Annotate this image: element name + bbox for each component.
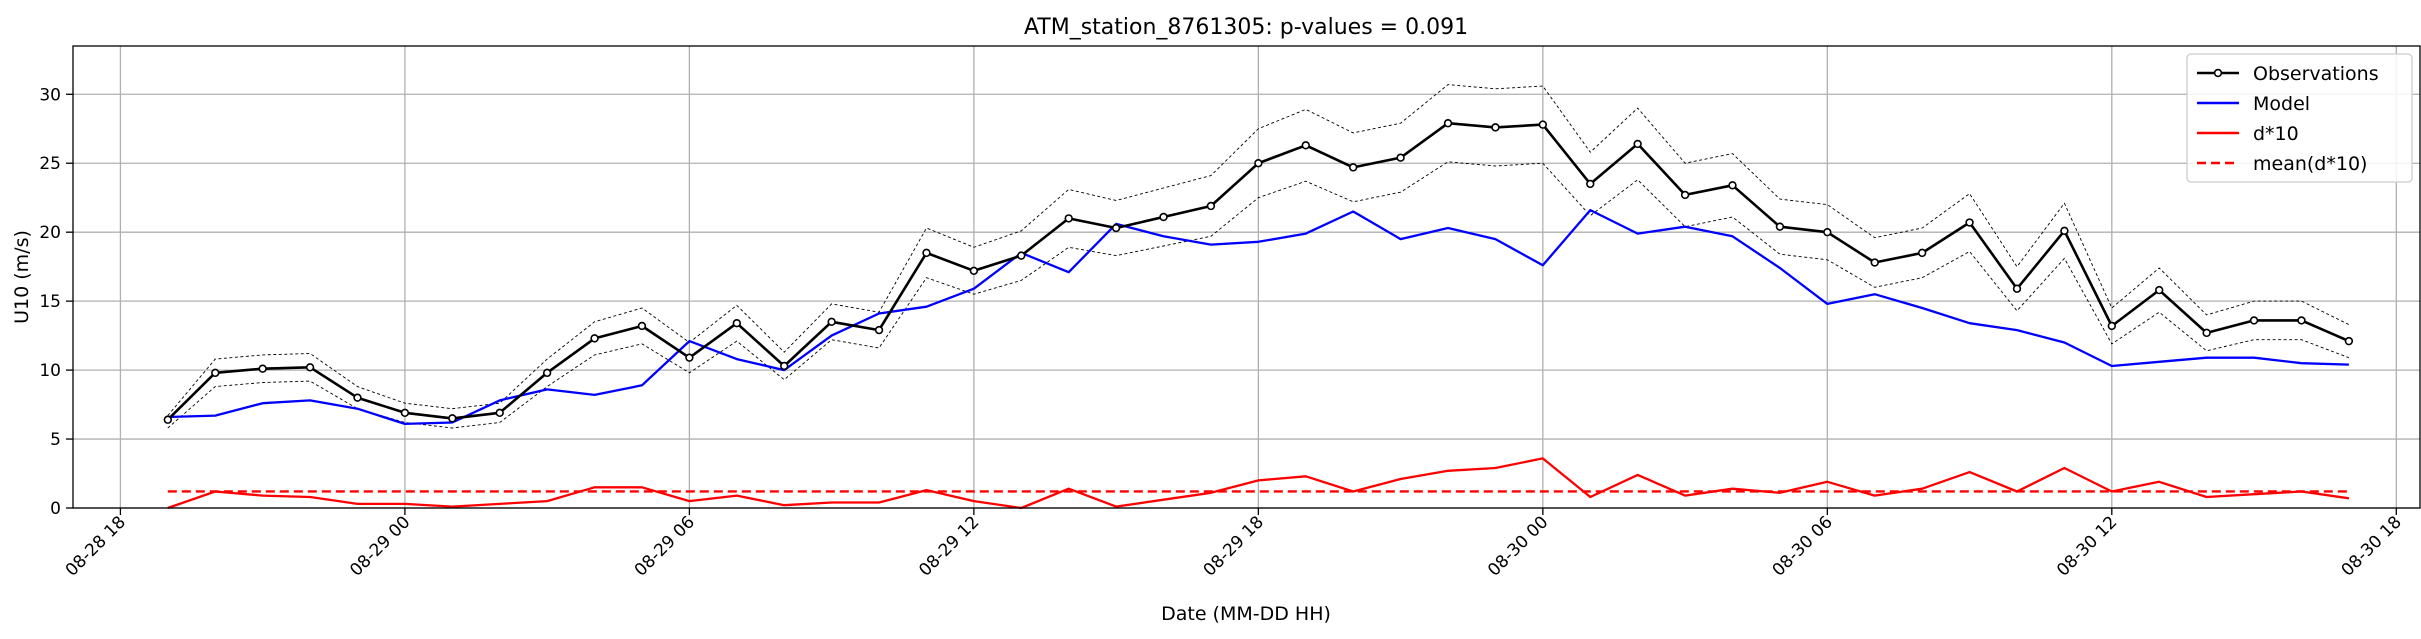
observation-point <box>2249 316 2259 325</box>
observation-point <box>1538 120 1548 129</box>
observation-point <box>1823 227 1832 237</box>
observation-point <box>2297 316 2306 325</box>
upper-envelope-line <box>167 84 2350 416</box>
observation-point <box>305 363 315 372</box>
observation-point <box>827 317 836 327</box>
observation-point <box>2107 321 2117 331</box>
observation-point <box>685 353 694 362</box>
observation-point <box>1159 212 1168 222</box>
observation-point <box>2344 336 2354 346</box>
observation-point <box>1728 181 1737 190</box>
y-tick-label: 25 <box>39 154 61 174</box>
legend-model-label: Model <box>2253 93 2310 115</box>
observation-point <box>1348 163 1358 172</box>
observation-point <box>1586 179 1595 189</box>
observation-point <box>874 325 884 335</box>
observation-point <box>1206 201 1216 211</box>
observation-point <box>1111 223 1121 233</box>
observation-point <box>495 408 504 418</box>
observation-point <box>400 408 410 418</box>
observation-point <box>211 368 220 378</box>
chart-title: ATM_station_8761305: p-values = 0.091 <box>1024 15 1468 40</box>
observation-point <box>1254 159 1263 168</box>
observation-point <box>1917 248 1927 258</box>
model-line <box>167 208 2349 426</box>
observation-point <box>637 321 647 331</box>
y-tick-label: 5 <box>50 430 61 450</box>
observation-point <box>732 319 741 328</box>
observation-point <box>2202 328 2211 338</box>
observation-point <box>1396 153 1405 162</box>
observation-point <box>1965 218 1974 227</box>
legend-observations-label: Observations <box>2253 63 2379 85</box>
observation-point <box>258 364 267 373</box>
observation-point <box>1633 139 1642 149</box>
plot-series <box>163 84 2354 510</box>
observation-point <box>1491 123 1500 132</box>
y-tick-label: 20 <box>39 223 61 243</box>
observation-point <box>1775 222 1785 231</box>
legend-box <box>2186 53 2413 183</box>
observation-point <box>2060 226 2069 236</box>
observation-point <box>1870 258 1879 267</box>
legend-mean-d10-label: mean(d*10) <box>2253 153 2367 175</box>
observation-point <box>780 361 789 371</box>
x-axis-label: Date (MM-DD HH) <box>1161 603 1331 625</box>
legend-observations-marker <box>2213 68 2223 78</box>
observation-point <box>163 415 173 424</box>
d10-line <box>167 457 2350 510</box>
observation-point <box>1064 214 1073 223</box>
legend-d10-label: d*10 <box>2253 123 2299 145</box>
observation-point <box>590 334 599 343</box>
y-tick-label: 30 <box>39 85 61 105</box>
plot-frame <box>72 45 2421 509</box>
y-tick-label: 10 <box>39 361 61 381</box>
lower-envelope-line <box>167 161 2350 429</box>
legend: Observations Model d*10 mean(d*10) <box>2186 53 2413 183</box>
observation-point <box>922 248 931 258</box>
y-tick-label: 15 <box>39 292 61 312</box>
observation-point <box>969 266 979 275</box>
y-tick-label: 0 <box>50 499 61 519</box>
observation-point <box>2012 284 2022 293</box>
observation-point <box>1443 119 1453 128</box>
observation-point <box>353 393 362 402</box>
observation-point <box>2155 285 2164 295</box>
y-axis-label: U10 (m/s) <box>11 230 33 324</box>
observation-point <box>448 414 457 423</box>
observation-point <box>542 368 552 378</box>
observation-point <box>1680 190 1690 200</box>
observation-point <box>1017 251 1026 260</box>
observation-point <box>1301 141 1310 150</box>
